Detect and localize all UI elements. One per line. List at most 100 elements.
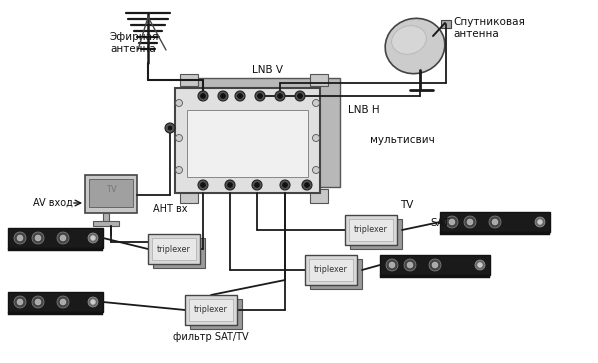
Circle shape bbox=[165, 123, 175, 133]
Text: TV: TV bbox=[106, 184, 117, 193]
Text: AV вход: AV вход bbox=[33, 198, 73, 208]
Circle shape bbox=[404, 259, 416, 271]
Circle shape bbox=[489, 216, 501, 228]
Circle shape bbox=[407, 262, 413, 268]
Circle shape bbox=[386, 259, 398, 271]
Circle shape bbox=[449, 219, 455, 225]
Text: Спутниковая
антенна: Спутниковая антенна bbox=[453, 17, 525, 39]
Circle shape bbox=[90, 299, 96, 305]
Circle shape bbox=[57, 232, 69, 244]
Bar bbox=[380, 255, 490, 275]
Circle shape bbox=[477, 262, 483, 268]
Circle shape bbox=[475, 260, 485, 270]
Bar bbox=[152, 238, 196, 260]
Circle shape bbox=[175, 135, 182, 142]
Circle shape bbox=[235, 91, 245, 101]
Bar bbox=[89, 179, 133, 207]
Circle shape bbox=[200, 183, 206, 188]
Circle shape bbox=[35, 235, 41, 241]
Text: TV: TV bbox=[400, 200, 414, 210]
Bar bbox=[103, 213, 109, 221]
Ellipse shape bbox=[392, 26, 426, 54]
Bar bbox=[8, 228, 103, 248]
Circle shape bbox=[17, 235, 23, 241]
Circle shape bbox=[32, 232, 44, 244]
Bar bbox=[349, 219, 393, 241]
Circle shape bbox=[168, 126, 172, 130]
Circle shape bbox=[221, 94, 225, 98]
Circle shape bbox=[297, 94, 303, 98]
Bar bbox=[180, 189, 198, 203]
Circle shape bbox=[252, 180, 262, 190]
Bar bbox=[187, 78, 340, 187]
Circle shape bbox=[225, 180, 235, 190]
Bar bbox=[310, 189, 328, 203]
Circle shape bbox=[90, 236, 96, 241]
Circle shape bbox=[88, 233, 98, 243]
Circle shape bbox=[218, 91, 228, 101]
Circle shape bbox=[200, 94, 206, 98]
Circle shape bbox=[60, 299, 66, 305]
Circle shape bbox=[277, 94, 282, 98]
Bar bbox=[8, 312, 103, 315]
Circle shape bbox=[198, 180, 208, 190]
Text: Эфирная
антенна: Эфирная антенна bbox=[110, 32, 160, 54]
Circle shape bbox=[464, 216, 476, 228]
Circle shape bbox=[255, 91, 265, 101]
Bar bbox=[93, 221, 119, 226]
Text: triplexer: triplexer bbox=[194, 306, 228, 314]
Circle shape bbox=[492, 219, 498, 225]
Bar bbox=[8, 292, 103, 312]
Circle shape bbox=[32, 296, 44, 308]
Circle shape bbox=[237, 94, 243, 98]
Bar bbox=[441, 20, 451, 28]
Bar bbox=[345, 215, 397, 245]
Bar bbox=[380, 275, 490, 278]
Circle shape bbox=[175, 167, 182, 174]
Text: triplexer: triplexer bbox=[354, 225, 388, 234]
Bar bbox=[440, 212, 550, 232]
Bar bbox=[440, 232, 550, 235]
Circle shape bbox=[295, 91, 305, 101]
Bar bbox=[310, 74, 328, 86]
Text: фильтр SAT/TV: фильтр SAT/TV bbox=[173, 332, 249, 342]
Bar bbox=[185, 295, 237, 325]
Bar bbox=[175, 88, 320, 193]
Circle shape bbox=[304, 183, 310, 188]
Circle shape bbox=[282, 183, 288, 188]
Circle shape bbox=[198, 91, 208, 101]
Circle shape bbox=[313, 135, 319, 142]
Circle shape bbox=[57, 296, 69, 308]
Text: triplexer: triplexer bbox=[314, 265, 348, 274]
Bar bbox=[305, 255, 357, 285]
Bar bbox=[153, 238, 205, 268]
Bar bbox=[180, 74, 198, 86]
Circle shape bbox=[280, 180, 290, 190]
Bar bbox=[148, 234, 200, 264]
Circle shape bbox=[258, 94, 263, 98]
Bar bbox=[190, 299, 242, 329]
Circle shape bbox=[88, 297, 98, 307]
Circle shape bbox=[14, 232, 26, 244]
Circle shape bbox=[429, 259, 441, 271]
Text: SAT: SAT bbox=[430, 218, 450, 228]
Bar bbox=[187, 110, 308, 177]
Text: LNB V: LNB V bbox=[252, 65, 282, 75]
Bar bbox=[8, 248, 103, 251]
Circle shape bbox=[14, 296, 26, 308]
Circle shape bbox=[432, 262, 438, 268]
Text: мультисвич: мультисвич bbox=[370, 135, 435, 145]
Ellipse shape bbox=[385, 18, 445, 74]
Circle shape bbox=[467, 219, 473, 225]
Circle shape bbox=[313, 167, 319, 174]
Circle shape bbox=[313, 99, 319, 106]
Circle shape bbox=[227, 183, 233, 188]
Circle shape bbox=[17, 299, 23, 305]
Text: АНТ вх: АНТ вх bbox=[153, 204, 188, 214]
Bar bbox=[189, 299, 233, 321]
Circle shape bbox=[535, 217, 545, 227]
Circle shape bbox=[35, 299, 41, 305]
Bar bbox=[85, 175, 137, 213]
Circle shape bbox=[275, 91, 285, 101]
Circle shape bbox=[538, 220, 542, 224]
